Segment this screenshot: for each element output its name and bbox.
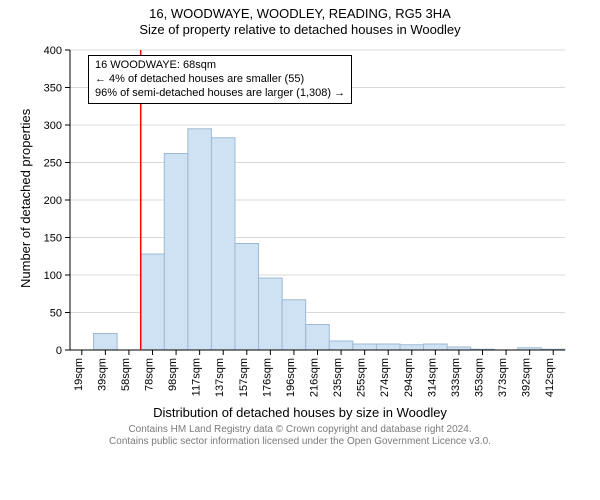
attribution: Contains HM Land Registry data © Crown c… [0,424,600,448]
svg-text:373sqm: 373sqm [497,358,509,397]
svg-text:100: 100 [44,270,62,282]
svg-text:255sqm: 255sqm [356,358,368,397]
legend-line-2: ← 4% of detached houses are smaller (55) [95,73,345,87]
svg-text:333sqm: 333sqm [450,358,462,397]
svg-text:294sqm: 294sqm [403,358,415,397]
svg-text:250: 250 [44,158,62,170]
svg-text:157sqm: 157sqm [238,358,250,397]
svg-text:196sqm: 196sqm [285,358,297,397]
attribution-line-1: Contains HM Land Registry data © Crown c… [0,424,600,436]
attribution-line-2: Contains public sector information licen… [0,436,600,448]
svg-text:117sqm: 117sqm [191,358,203,396]
legend-box: 16 WOODWAYE: 68sqm ← 4% of detached hous… [88,55,352,104]
title-sub: Size of property relative to detached ho… [0,22,600,37]
svg-text:50: 50 [50,308,62,320]
svg-text:216sqm: 216sqm [309,358,321,397]
svg-text:412sqm: 412sqm [544,358,556,397]
svg-text:274sqm: 274sqm [379,358,391,397]
svg-text:400: 400 [44,45,62,57]
svg-text:350: 350 [44,83,62,95]
svg-text:78sqm: 78sqm [144,358,156,391]
svg-text:137sqm: 137sqm [214,358,226,397]
svg-text:176sqm: 176sqm [261,358,273,397]
svg-text:300: 300 [44,120,62,132]
yaxis-title: Number of detached properties [18,109,33,288]
title-main: 16, WOODWAYE, WOODLEY, READING, RG5 3HA [0,6,600,21]
svg-text:353sqm: 353sqm [474,358,486,397]
svg-text:0: 0 [56,345,62,357]
legend-line-3: 96% of semi-detached houses are larger (… [95,87,345,101]
svg-text:200: 200 [44,195,62,207]
legend-line-1: 16 WOODWAYE: 68sqm [95,59,345,73]
svg-text:314sqm: 314sqm [426,358,438,397]
xaxis-title: Distribution of detached houses by size … [0,405,600,420]
chart-area: 0 50 100 150 200 250 300 350 400 19sqm 39sqm 58sqm 7… [0,40,600,450]
svg-text:150: 150 [44,233,62,245]
svg-text:58sqm: 58sqm [120,358,132,391]
title-block: 16, WOODWAYE, WOODLEY, READING, RG5 3HA … [0,0,600,37]
svg-text:19sqm: 19sqm [73,358,85,391]
svg-text:39sqm: 39sqm [96,358,108,391]
svg-text:98sqm: 98sqm [167,358,179,391]
svg-text:235sqm: 235sqm [332,358,344,397]
svg-text:392sqm: 392sqm [521,358,533,397]
